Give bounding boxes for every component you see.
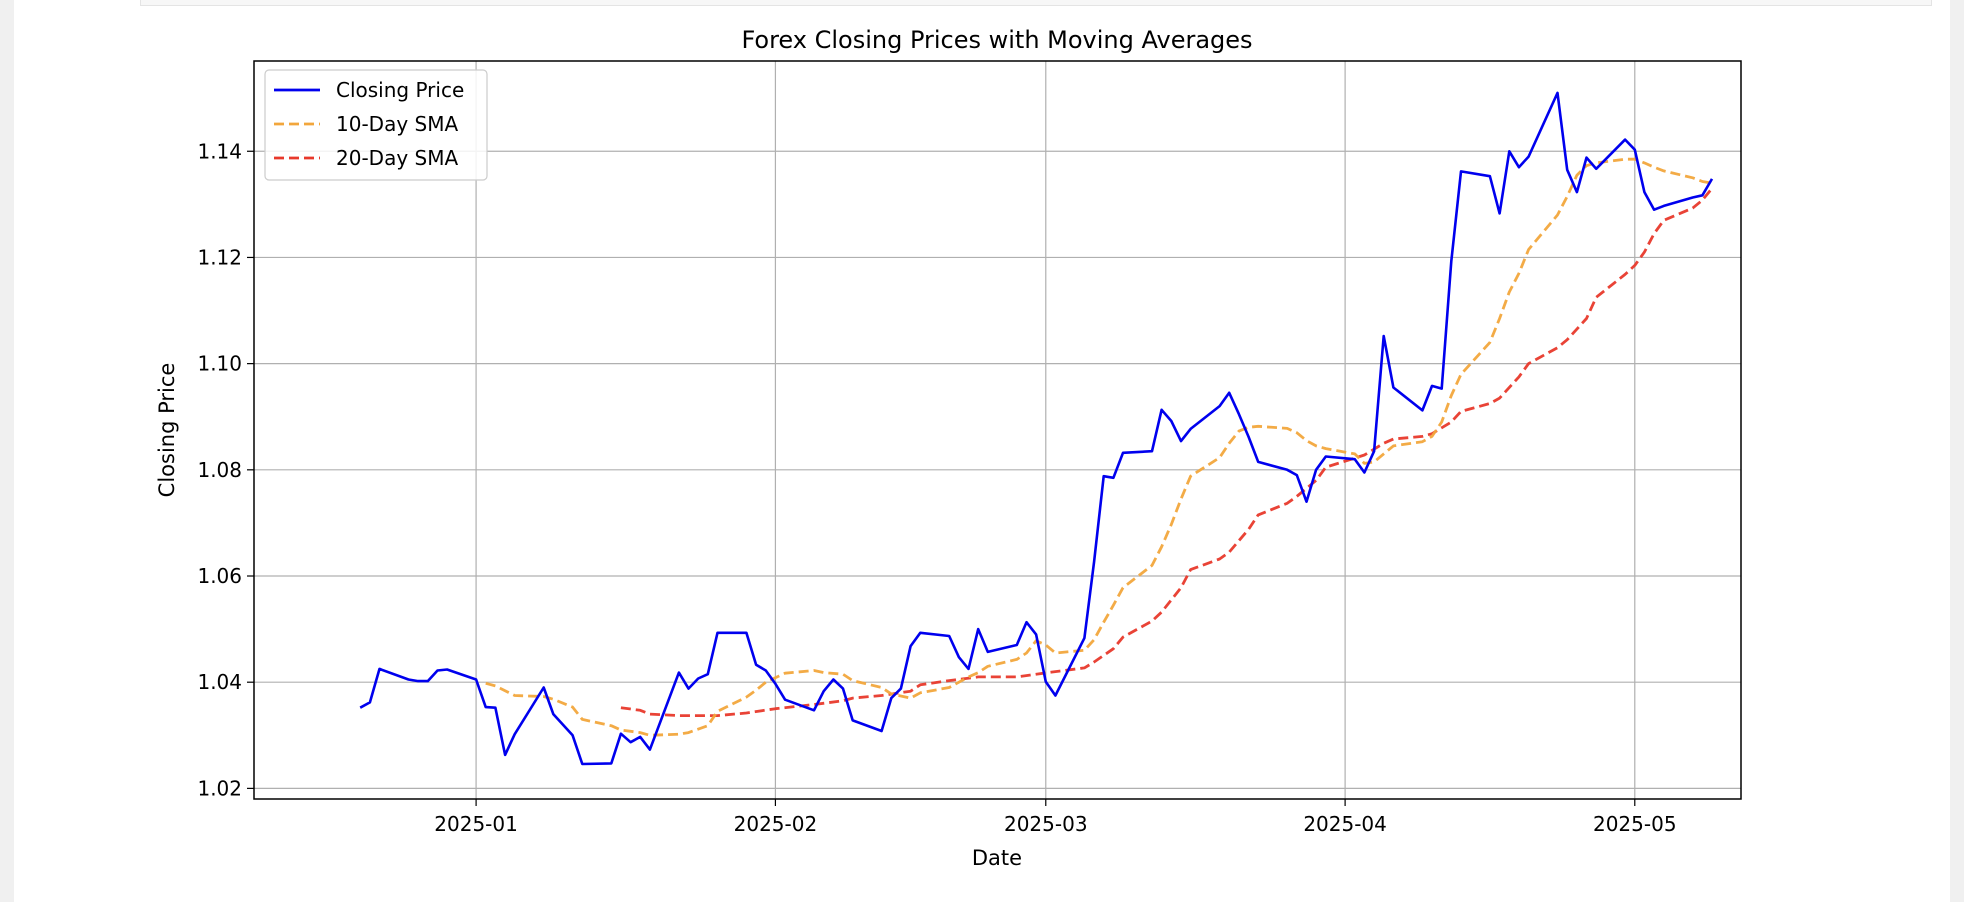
y-tick-label: 1.02 — [197, 776, 242, 800]
plot-frame — [253, 60, 1742, 800]
series-lines — [359, 91, 1714, 766]
y-tick-label: 1.08 — [197, 458, 242, 482]
legend: Closing Price 10-Day SMA 20-Day SMA — [264, 69, 488, 181]
legend-box — [264, 69, 488, 181]
x-tick-label: 2025-05 — [1593, 812, 1677, 836]
y-tick-label: 1.14 — [197, 139, 242, 163]
y-tick-label: 1.04 — [197, 670, 242, 694]
legend-label: Closing Price — [336, 78, 464, 102]
x-tick-label: 2025-03 — [1004, 812, 1088, 836]
top-scroll-strip — [140, 0, 1932, 6]
x-tick-label: 2025-02 — [734, 812, 818, 836]
y-tick-label: 1.10 — [197, 352, 242, 376]
grid-lines — [254, 61, 1741, 799]
series-line-20-day-sma — [620, 187, 1714, 717]
series-line-closing-price — [359, 91, 1714, 766]
y-tick-label: 1.06 — [197, 564, 242, 588]
y-axis-ticks: 1.02 1.04 1.06 1.08 1.10 1.12 1.14 — [197, 139, 254, 800]
y-axis-label: Closing Price — [155, 363, 179, 498]
x-tick-label: 2025-04 — [1303, 812, 1387, 836]
x-axis-ticks: 2025-01 2025-02 2025-03 2025-04 2025-05 — [434, 799, 1677, 836]
chart-title: Forex Closing Prices with Moving Average… — [741, 26, 1252, 54]
x-tick-label: 2025-01 — [434, 812, 518, 836]
legend-label: 10-Day SMA — [336, 112, 458, 136]
legend-label: 20-Day SMA — [336, 146, 458, 170]
series-line-10-day-sma — [485, 157, 1713, 737]
y-tick-label: 1.12 — [197, 245, 242, 269]
x-axis-label: Date — [972, 846, 1022, 870]
